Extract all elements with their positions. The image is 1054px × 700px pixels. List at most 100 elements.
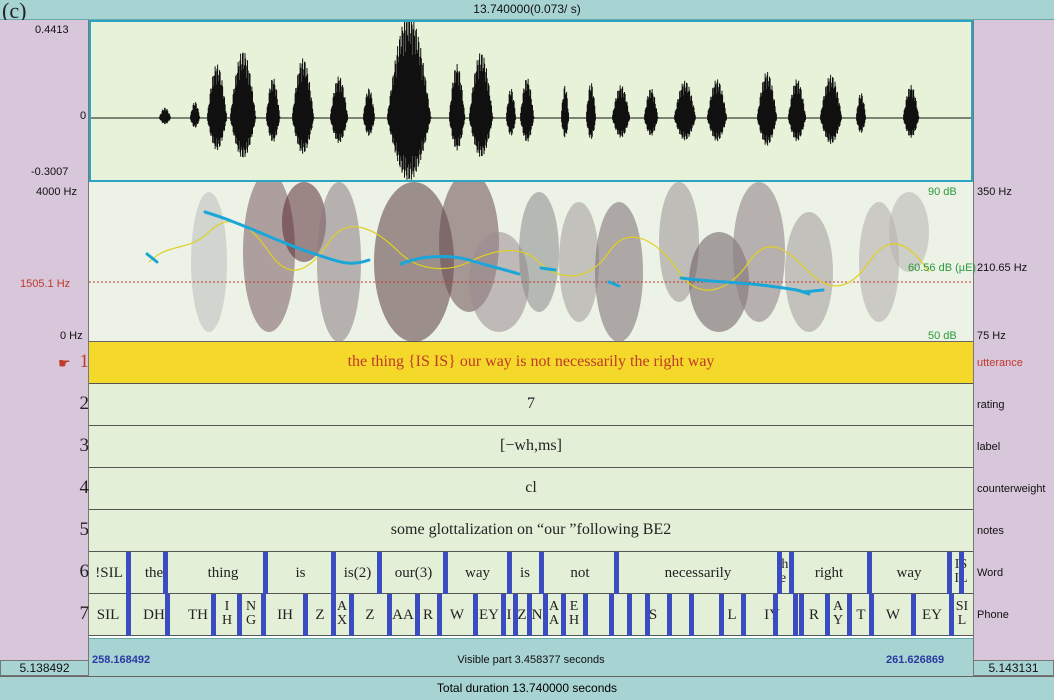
phone-boundary[interactable] bbox=[869, 594, 874, 636]
phone-segment[interactable]: EY bbox=[922, 607, 942, 623]
right-window-time[interactable]: 5.143131 bbox=[973, 660, 1054, 676]
phone-segment[interactable]: Z bbox=[365, 607, 375, 623]
spectrogram-panel[interactable] bbox=[89, 172, 973, 342]
phone-segment[interactable]: AA bbox=[392, 607, 414, 623]
phone-boundary[interactable] bbox=[667, 594, 672, 636]
word-segment[interactable]: is bbox=[519, 565, 530, 581]
word-boundary[interactable] bbox=[867, 552, 872, 594]
phone-boundary[interactable] bbox=[825, 594, 830, 636]
phone-segment[interactable]: EY bbox=[479, 607, 499, 623]
word-segment[interactable]: way bbox=[465, 565, 490, 581]
phone-segment[interactable]: IH bbox=[277, 607, 293, 623]
phone-boundary[interactable] bbox=[609, 594, 614, 636]
word-segment[interactable]: the bbox=[144, 565, 164, 581]
phone-boundary[interactable] bbox=[303, 594, 308, 636]
tier-utterance[interactable]: the thing {IS IS} our way is not necessa… bbox=[89, 342, 973, 384]
phone-boundary[interactable] bbox=[799, 594, 804, 636]
phone-boundary[interactable] bbox=[561, 594, 566, 636]
phone-boundary[interactable] bbox=[773, 594, 778, 636]
waveform-panel[interactable] bbox=[89, 15, 973, 182]
phone-boundary[interactable] bbox=[627, 594, 632, 636]
word-segment[interactable]: necessarily bbox=[664, 565, 732, 581]
word-boundary[interactable] bbox=[947, 552, 952, 594]
phone-segment[interactable]: W bbox=[885, 607, 901, 623]
phone-boundary[interactable] bbox=[741, 594, 746, 636]
phone-segment[interactable]: S bbox=[648, 607, 658, 623]
word-boundary[interactable] bbox=[959, 552, 964, 594]
tier-word[interactable]: !SIL the thing is is(2) our(3) way is not necessa… bbox=[89, 552, 973, 594]
phone-boundary[interactable] bbox=[165, 594, 170, 636]
word-boundary[interactable] bbox=[263, 552, 268, 594]
word-segment[interactable]: our(3) bbox=[394, 565, 433, 581]
word-segment[interactable]: is(2) bbox=[343, 565, 372, 581]
word-segment[interactable]: !SIL bbox=[95, 565, 123, 581]
word-boundary[interactable] bbox=[163, 552, 168, 594]
word-boundary[interactable] bbox=[614, 552, 619, 594]
phone-segment[interactable]: N bbox=[531, 607, 543, 623]
word-boundary[interactable] bbox=[126, 552, 131, 594]
phone-segment[interactable]: W bbox=[449, 607, 465, 623]
word-segment[interactable]: thing bbox=[207, 565, 239, 581]
phone-boundary[interactable] bbox=[237, 594, 242, 636]
phone-boundary[interactable] bbox=[501, 594, 506, 636]
word-boundary[interactable] bbox=[443, 552, 448, 594]
phone-boundary[interactable] bbox=[349, 594, 354, 636]
phone-segment[interactable]: Z bbox=[315, 607, 325, 623]
phone-segment[interactable]: DH bbox=[143, 607, 165, 623]
phone-boundary[interactable] bbox=[719, 594, 724, 636]
phone-boundary[interactable] bbox=[911, 594, 916, 636]
phone-boundary[interactable] bbox=[513, 594, 518, 636]
waveform-zero-label: 0 bbox=[80, 110, 87, 122]
phone-boundary[interactable] bbox=[415, 594, 420, 636]
phone-segment[interactable]: SIL bbox=[96, 607, 120, 623]
phone-boundary[interactable] bbox=[583, 594, 588, 636]
phone-segment[interactable]: Z bbox=[517, 607, 527, 623]
phone-boundary[interactable] bbox=[645, 594, 650, 636]
phone-segment[interactable]: R bbox=[808, 607, 819, 623]
phone-boundary[interactable] bbox=[543, 594, 548, 636]
tier-rating[interactable]: 7 bbox=[89, 384, 973, 426]
word-boundary[interactable] bbox=[507, 552, 512, 594]
tier-label[interactable]: [−wh,ms] bbox=[89, 426, 973, 468]
word-segment[interactable]: not bbox=[570, 565, 590, 581]
word-segment[interactable]: is bbox=[295, 565, 306, 581]
phone-segment[interactable]: R bbox=[422, 607, 433, 623]
phone-boundary[interactable] bbox=[126, 594, 131, 636]
word-segment[interactable]: right bbox=[814, 565, 844, 581]
phone-boundary[interactable] bbox=[793, 594, 798, 636]
phone-boundary[interactable] bbox=[261, 594, 266, 636]
left-window-time[interactable]: 5.138492 bbox=[0, 660, 89, 676]
phone-boundary[interactable] bbox=[437, 594, 442, 636]
phone-boundary[interactable] bbox=[387, 594, 392, 636]
visible-range-bar[interactable] bbox=[89, 638, 973, 676]
phone-boundary[interactable] bbox=[847, 594, 852, 636]
word-boundary[interactable] bbox=[377, 552, 382, 594]
phone-boundary[interactable] bbox=[689, 594, 694, 636]
tier-counterweight[interactable]: cl bbox=[89, 468, 973, 510]
phone-boundary[interactable] bbox=[473, 594, 478, 636]
phone-boundary[interactable] bbox=[949, 594, 954, 636]
phone-segment[interactable]: L bbox=[727, 607, 737, 623]
phone-segment[interactable]: I bbox=[506, 607, 512, 623]
phone-boundary[interactable] bbox=[331, 594, 336, 636]
phone-segment[interactable]: T bbox=[856, 607, 866, 623]
word-boundary[interactable] bbox=[777, 552, 782, 594]
phone-segment[interactable]: TH bbox=[188, 607, 208, 623]
word-boundary[interactable] bbox=[539, 552, 544, 594]
word-boundary[interactable] bbox=[331, 552, 336, 594]
total-duration-bar[interactable]: Total duration 13.740000 seconds bbox=[0, 676, 1054, 700]
phone-boundary[interactable] bbox=[211, 594, 216, 636]
word-boundary[interactable] bbox=[789, 552, 794, 594]
word-segment[interactable]: way bbox=[896, 565, 922, 581]
phone-boundary[interactable] bbox=[527, 594, 532, 636]
tier-phone[interactable]: SIL DH TH I H N G IH Z A X Z AA R W EY I Z N A A E H S L IY R A Y T W E… bbox=[89, 594, 973, 636]
tier-notes[interactable]: some glottalization on “our ”following B… bbox=[89, 510, 973, 552]
